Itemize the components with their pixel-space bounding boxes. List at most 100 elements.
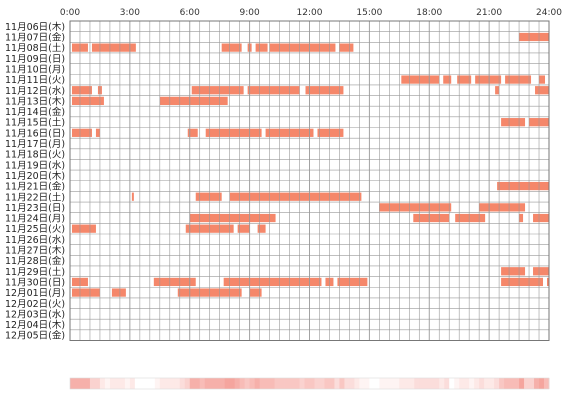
activity-segment bbox=[71, 128, 92, 137]
summary-cell bbox=[329, 378, 335, 389]
summary-cell bbox=[304, 378, 310, 389]
summary-cell bbox=[70, 378, 76, 389]
summary-cell bbox=[289, 378, 295, 389]
activity-segment bbox=[95, 128, 100, 137]
row-label: 11月26日(水) bbox=[5, 234, 65, 246]
summary-cell bbox=[439, 378, 445, 389]
x-tick-label: 3:00 bbox=[120, 8, 140, 18]
summary-cell bbox=[504, 378, 510, 389]
summary-cell bbox=[399, 378, 405, 389]
summary-cell bbox=[394, 378, 400, 389]
activity-segment bbox=[71, 288, 100, 297]
activity-segment bbox=[495, 86, 500, 95]
row-label: 11月24日(月) bbox=[5, 214, 65, 225]
summary-cell bbox=[144, 378, 151, 389]
summary-cell bbox=[499, 378, 505, 389]
summary-cell bbox=[284, 378, 290, 389]
summary-cell bbox=[164, 378, 171, 389]
activity-segment bbox=[533, 213, 549, 223]
summary-cell bbox=[224, 378, 231, 389]
summary-cell bbox=[134, 378, 141, 389]
row-label: 11月29日(土) bbox=[5, 266, 65, 278]
summary-cell bbox=[299, 378, 305, 389]
x-tick-label: 0:00 bbox=[60, 8, 80, 18]
summary-cell bbox=[409, 378, 415, 389]
activity-segment bbox=[71, 86, 92, 95]
summary-cell bbox=[119, 378, 126, 389]
summary-cell bbox=[104, 378, 111, 389]
summary-cell bbox=[239, 378, 246, 389]
summary-cell bbox=[494, 378, 500, 389]
summary-cell bbox=[94, 378, 101, 389]
activity-segment bbox=[131, 192, 134, 201]
summary-cell bbox=[129, 378, 136, 389]
summary-cell bbox=[359, 378, 365, 389]
activity-segment bbox=[379, 203, 452, 212]
summary-cell bbox=[349, 378, 355, 389]
summary-cell bbox=[84, 378, 91, 389]
summary-cell bbox=[124, 378, 131, 389]
activity-segment bbox=[501, 267, 526, 276]
activity-segment bbox=[457, 75, 472, 84]
activity-segment bbox=[247, 86, 300, 95]
row-label: 11月07日(金) bbox=[5, 32, 65, 44]
summary-cell bbox=[99, 378, 106, 389]
summary-cell bbox=[109, 378, 116, 389]
summary-cell bbox=[244, 378, 251, 389]
summary-cell bbox=[544, 378, 550, 389]
row-label: 11月14日(金) bbox=[5, 106, 65, 118]
summary-cell bbox=[364, 378, 370, 389]
summary-cell bbox=[334, 378, 340, 389]
summary-cell bbox=[174, 378, 181, 389]
activity-segment bbox=[505, 75, 532, 84]
activity-segment bbox=[519, 32, 549, 42]
activity-segment bbox=[91, 43, 136, 52]
activity-segment bbox=[539, 75, 546, 84]
activity-segment bbox=[223, 277, 322, 287]
summary-cell bbox=[89, 378, 96, 389]
summary-cell bbox=[154, 378, 161, 389]
row-label: 12月04日(木) bbox=[5, 319, 65, 331]
activity-segment bbox=[519, 213, 524, 223]
summary-cell bbox=[379, 378, 385, 389]
activity-segment bbox=[257, 224, 266, 233]
row-label: 11月28日(金) bbox=[5, 255, 65, 267]
x-axis-tick-labels: 0:00 3:00 6:00 9:00 12:00 15:00 18:00 21:00 24:0… bbox=[60, 8, 562, 18]
summary-cell bbox=[459, 378, 465, 389]
summary-cell bbox=[74, 378, 81, 389]
grid-lines bbox=[69, 20, 550, 341]
activity-segment bbox=[269, 43, 336, 52]
summary-cell bbox=[139, 378, 146, 389]
summary-cell bbox=[449, 378, 455, 389]
summary-cell bbox=[254, 378, 261, 389]
row-label: 11月06日(木) bbox=[5, 21, 65, 33]
row-label: 11月20日(木) bbox=[5, 170, 65, 182]
summary-cell bbox=[214, 378, 221, 389]
summary-cell bbox=[189, 378, 196, 389]
summary-cell bbox=[534, 378, 540, 389]
summary-cell bbox=[219, 378, 226, 389]
summary-cell bbox=[489, 378, 495, 389]
summary-cell bbox=[474, 378, 480, 389]
activity-segment bbox=[205, 128, 262, 137]
activity-segment bbox=[317, 128, 344, 137]
summary-cell bbox=[354, 378, 360, 389]
summary-cell bbox=[179, 378, 186, 389]
row-label: 11月19日(水) bbox=[5, 159, 65, 171]
activity-segment bbox=[401, 75, 440, 84]
row-label: 11月25日(火) bbox=[5, 224, 65, 235]
summary-cell bbox=[194, 378, 201, 389]
summary-cell bbox=[404, 378, 410, 389]
summary-cell bbox=[229, 378, 236, 389]
activity-segment bbox=[455, 213, 486, 223]
activity-segment bbox=[153, 277, 196, 287]
activity-segment bbox=[337, 277, 368, 287]
summary-cell bbox=[259, 378, 265, 389]
row-label: 12月02日(火) bbox=[5, 299, 65, 310]
summary-cell bbox=[509, 378, 515, 389]
summary-cell bbox=[514, 378, 520, 389]
summary-cell bbox=[464, 378, 470, 389]
plot-border bbox=[69, 20, 550, 341]
summary-cell bbox=[324, 378, 330, 389]
summary-cell bbox=[484, 378, 490, 389]
